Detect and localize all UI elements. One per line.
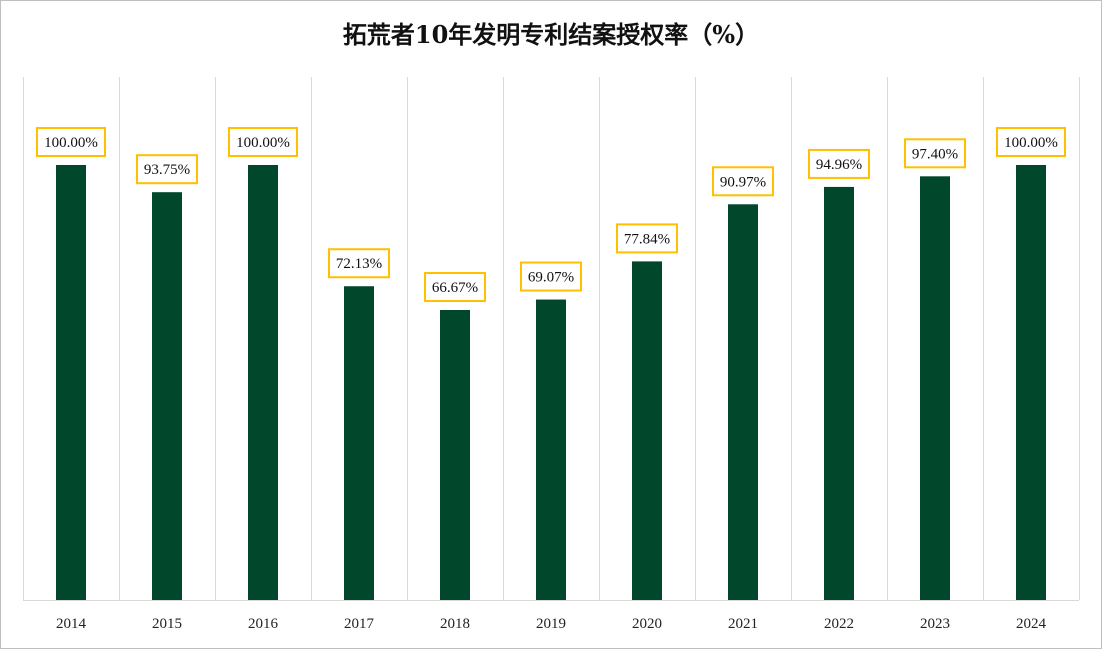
data-label-2018: 66.67%	[432, 280, 478, 296]
bar-2015	[152, 192, 182, 600]
bar-2024	[1016, 165, 1046, 600]
data-label-box	[808, 148, 870, 179]
data-label-box	[520, 261, 582, 292]
data-label-2015: 93.75%	[144, 162, 190, 178]
data-label-box	[228, 127, 298, 157]
bar-2020	[632, 261, 662, 600]
x-tick-label-2016: 2016	[248, 616, 279, 632]
data-label-box	[996, 127, 1066, 157]
data-label-2019: 69.07%	[528, 270, 574, 286]
x-tick-label-2014: 2014	[56, 616, 87, 632]
data-label-2020: 77.84%	[624, 231, 670, 247]
data-label-2023: 97.40%	[912, 146, 958, 162]
data-label-box	[136, 154, 198, 185]
x-tick-label-2018: 2018	[440, 616, 470, 632]
x-tick-label-2021: 2021	[728, 616, 758, 632]
data-label-box	[712, 166, 774, 197]
x-tick-label-2019: 2019	[536, 616, 566, 632]
bar-2019	[536, 299, 566, 600]
data-label-2022: 94.96%	[816, 157, 862, 173]
data-label-2016: 100.00%	[236, 135, 290, 151]
bars	[56, 165, 1046, 600]
x-tick-label-2015: 2015	[152, 616, 182, 632]
data-label-2021: 90.97%	[720, 174, 766, 190]
x-axis-ticks: 2014 2015 2016 2017 2018 2019 2020 2021 2022 2023…	[56, 616, 1047, 632]
data-label-2024: 100.00%	[1004, 135, 1058, 151]
data-label-2014: 100.00%	[44, 135, 98, 151]
gridlines	[23, 77, 1080, 601]
data-label-box	[904, 138, 966, 169]
bar-2014	[56, 165, 86, 600]
x-tick-label-2022: 2022	[824, 616, 854, 632]
data-label-box	[36, 127, 106, 157]
bar-2021	[728, 204, 758, 600]
bar-2018	[440, 309, 470, 600]
data-label-box	[328, 248, 390, 279]
x-tick-label-2020: 2020	[632, 616, 662, 632]
chart-title: 拓荒者10年发明专利结案授权率（%）	[343, 20, 759, 49]
data-label-box	[616, 223, 678, 254]
bar-2022	[824, 186, 854, 600]
x-tick-label-2023: 2023	[920, 616, 950, 632]
data-label-2017: 72.13%	[336, 256, 382, 272]
x-tick-label-2017: 2017	[344, 616, 375, 632]
bar-2017	[344, 286, 374, 600]
x-tick-label-2024: 2024	[1016, 616, 1047, 632]
data-labels: 100.00% 93.75% 100.00% 72.13% 66.67% 69.07% 77…	[36, 127, 1066, 302]
bar-2023	[920, 176, 950, 600]
data-label-box	[424, 271, 486, 302]
bar-chart: 拓荒者10年发明专利结案授权率（%） 100.00% 93.75% 100.00% 7…	[23, 20, 1080, 632]
bar-2016	[248, 165, 278, 600]
